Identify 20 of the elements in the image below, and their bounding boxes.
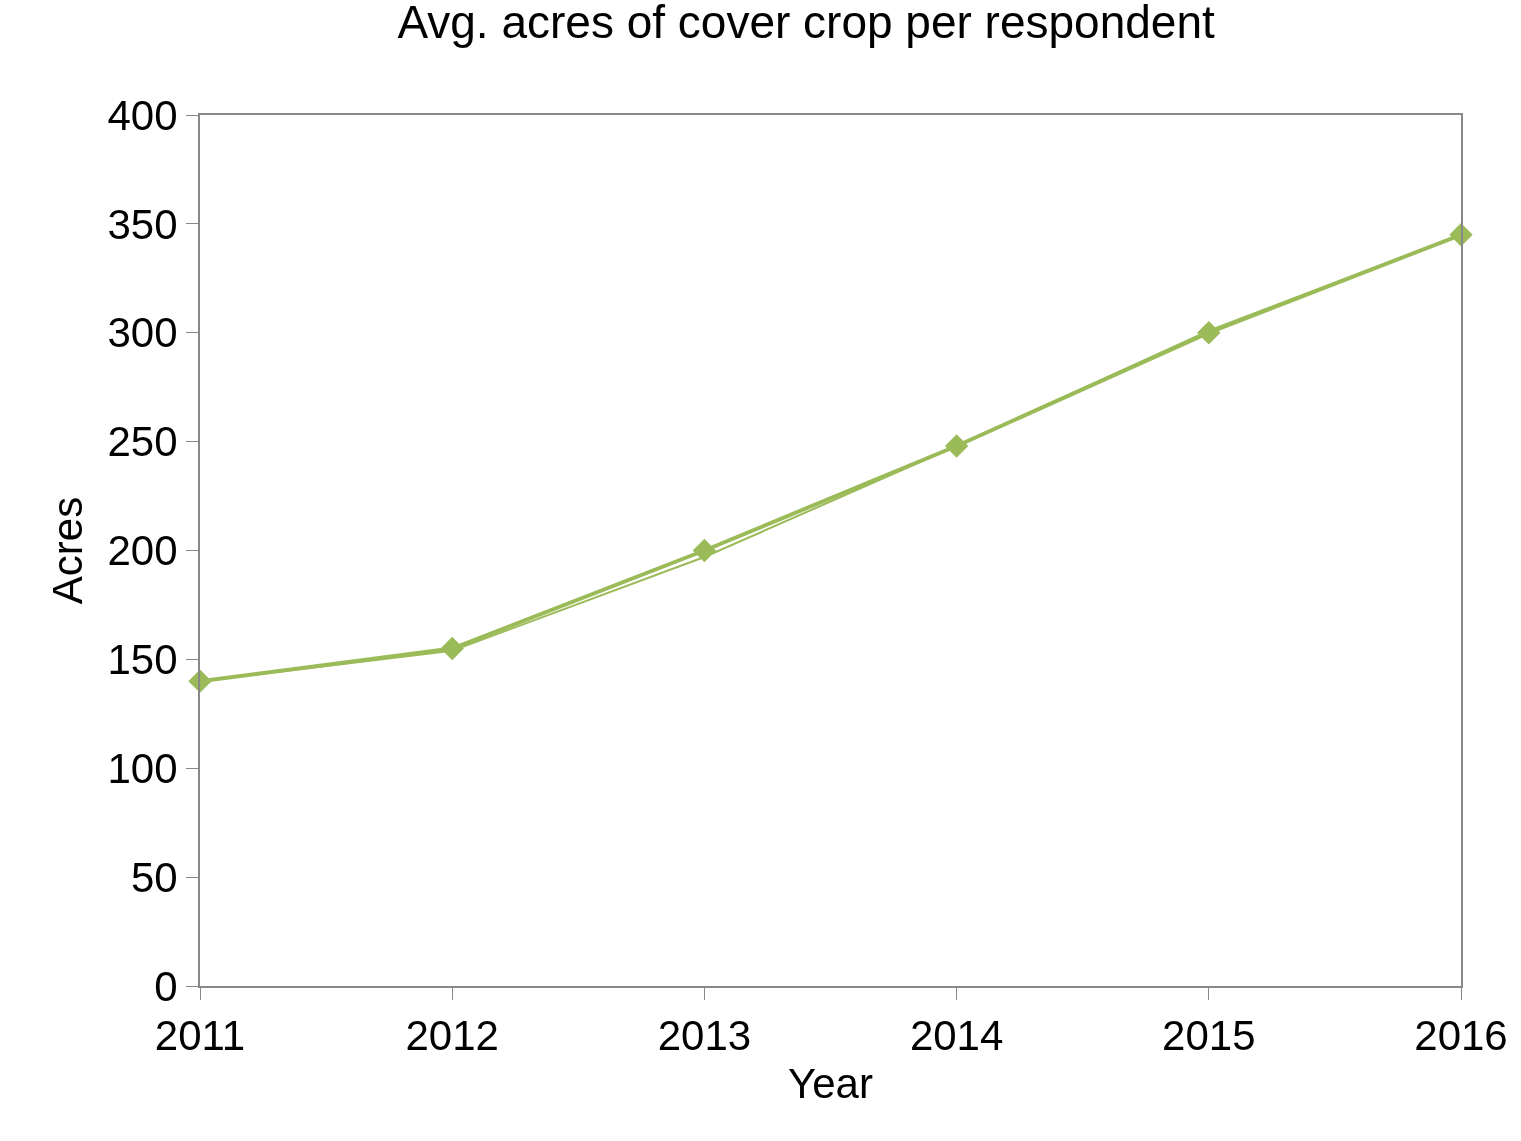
y-tick-label: 350 (107, 200, 178, 248)
y-axis-title: Acres (43, 496, 91, 605)
point (440, 636, 464, 661)
y-tick-label: 400 (107, 91, 178, 139)
x-tick-label: 2014 (909, 1012, 1004, 1060)
x-tick-label: 2012 (405, 1012, 499, 1060)
x-tick-label: 2016 (1414, 1012, 1508, 1060)
y-tick-label: 250 (107, 418, 178, 466)
y-tick-label: 150 (107, 636, 178, 684)
chart-title: Avg. acres of cover crop per respondent (397, 0, 1216, 48)
y-tick-label: 300 (107, 309, 178, 357)
x-axis-title: Year (788, 1059, 873, 1107)
y-tick-label: 100 (107, 744, 178, 792)
x-tick-label: 2013 (657, 1012, 752, 1060)
point (944, 434, 969, 458)
x-tick-label: 2011 (154, 1012, 246, 1060)
y-tick-label: 50 (130, 853, 178, 901)
y-tick-label: 200 (107, 527, 178, 575)
y-tick-label: 0 (154, 962, 178, 1010)
x-tick-label: 2015 (1162, 1012, 1256, 1060)
